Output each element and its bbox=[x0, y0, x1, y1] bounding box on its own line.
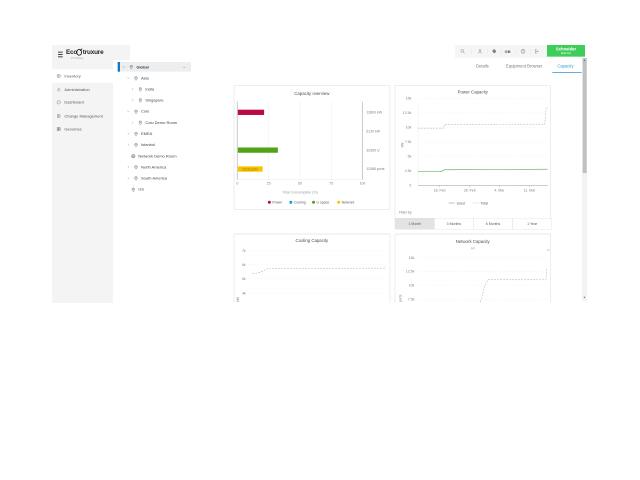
svg-text:5k: 5k bbox=[242, 277, 246, 281]
svg-text:6k: 6k bbox=[242, 263, 246, 267]
svg-text:7.5k: 7.5k bbox=[408, 298, 415, 302]
svg-text:Total: Total bbox=[480, 201, 488, 205]
svg-text:0: 0 bbox=[236, 181, 238, 185]
svg-text:6120 kW: 6120 kW bbox=[366, 129, 380, 133]
svg-text:Total Consumption (%): Total Consumption (%) bbox=[282, 190, 317, 194]
svg-text:Used: Used bbox=[456, 201, 464, 205]
svg-text:4k: 4k bbox=[242, 291, 246, 295]
svg-text:11. Mar: 11. Mar bbox=[524, 189, 536, 193]
svg-text:100: 100 bbox=[359, 181, 365, 185]
svg-text:7.5k: 7.5k bbox=[405, 140, 412, 144]
svg-text:2218 ports: 2218 ports bbox=[242, 167, 258, 171]
svg-text:kW: kW bbox=[400, 142, 404, 148]
svg-text:Cooling: Cooling bbox=[294, 200, 306, 204]
svg-text:26. Feb: 26. Feb bbox=[464, 189, 476, 193]
svg-text:10k: 10k bbox=[406, 126, 412, 130]
svg-text:4. Mar: 4. Mar bbox=[494, 189, 505, 193]
svg-text:ports: ports bbox=[398, 294, 402, 302]
svg-text:2.5k: 2.5k bbox=[405, 169, 412, 173]
svg-text:11088 ports: 11088 ports bbox=[366, 167, 384, 171]
svg-text:Network: Network bbox=[341, 200, 354, 204]
svg-text:50: 50 bbox=[298, 181, 302, 185]
svg-text:75: 75 bbox=[329, 181, 333, 185]
svg-text:32965 U: 32965 U bbox=[366, 148, 380, 152]
svg-text:kW: kW bbox=[236, 296, 240, 302]
svg-text:25: 25 bbox=[266, 181, 270, 185]
svg-text:15k: 15k bbox=[406, 96, 412, 100]
svg-text:0: 0 bbox=[409, 184, 411, 188]
svg-text:18. Feb: 18. Feb bbox=[434, 189, 446, 193]
svg-text:12.5k: 12.5k bbox=[406, 270, 415, 274]
svg-text:10k: 10k bbox=[409, 284, 415, 288]
svg-text:U space: U space bbox=[316, 200, 329, 204]
svg-text:12.5k: 12.5k bbox=[403, 111, 412, 115]
svg-text:15k: 15k bbox=[409, 256, 415, 260]
svg-text:Power: Power bbox=[272, 200, 283, 204]
svg-text:13800 kW: 13800 kW bbox=[366, 110, 382, 114]
svg-text:5k: 5k bbox=[407, 155, 411, 159]
svg-text:7k: 7k bbox=[242, 249, 246, 253]
